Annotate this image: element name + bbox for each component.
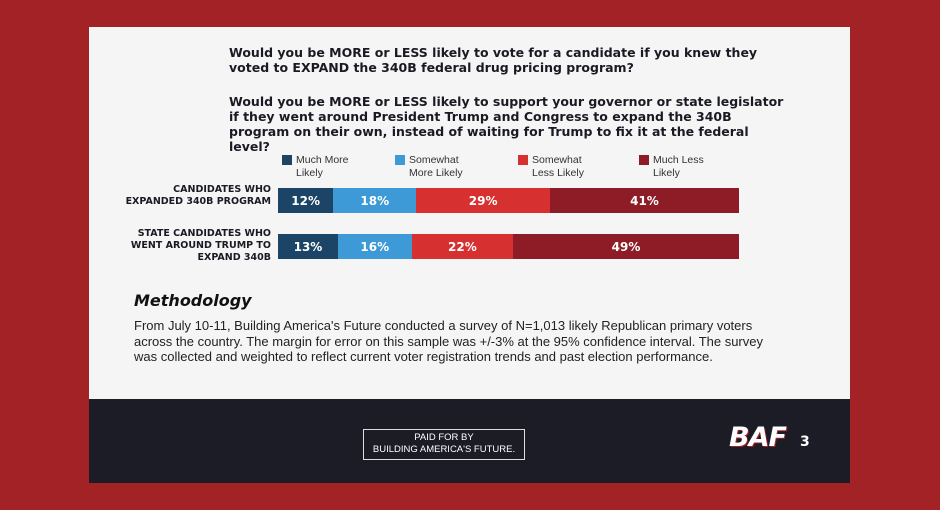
- legend-label: Much Less Likely: [653, 154, 704, 179]
- data-label: 41%: [630, 193, 659, 208]
- footer: PAID FOR BY BUILDING AMERICA'S FUTURE. B…: [89, 399, 850, 483]
- question-2: Would you be MORE or LESS likely to supp…: [229, 94, 784, 154]
- bar-segment-much-more-likely: 12%: [278, 188, 334, 213]
- slide: Would you be MORE or LESS likely to vote…: [89, 27, 850, 483]
- legend-swatch: [639, 155, 649, 165]
- stacked-bar-1: 12% 18% 29% 41%: [278, 188, 739, 213]
- bar-segment-much-more-likely: 13%: [278, 234, 338, 259]
- bar-segment-much-less-likely: 41%: [549, 188, 739, 213]
- bar-segment-much-less-likely: 49%: [513, 234, 739, 259]
- row-label-2: STATE CANDIDATES WHO WENT AROUND TRUMP T…: [130, 228, 271, 263]
- paid-for-by-box: PAID FOR BY BUILDING AMERICA'S FUTURE.: [363, 429, 525, 460]
- baf-logo: BAF: [729, 422, 787, 453]
- legend-swatch: [518, 155, 528, 165]
- data-label: 29%: [468, 193, 498, 208]
- paid-for-by-line-2: BUILDING AMERICA'S FUTURE.: [372, 444, 516, 455]
- question-1: Would you be MORE or LESS likely to vote…: [229, 45, 758, 75]
- legend-label: Much More Likely: [296, 154, 349, 179]
- stacked-bar-2: 13% 16% 22% 49%: [278, 234, 739, 259]
- legend-item-much-more-likely: Much More Likely: [282, 154, 366, 180]
- legend-label: Somewhat Less Likely: [532, 154, 584, 179]
- legend-label: Somewhat More Likely: [409, 154, 463, 179]
- data-label: 22%: [448, 239, 477, 254]
- bar-segment-somewhat-more-likely: 16%: [337, 234, 412, 259]
- page-number: 3: [800, 434, 810, 450]
- bar-segment-somewhat-less-likely: 22%: [411, 234, 514, 259]
- legend-item-somewhat-more-likely: Somewhat More Likely: [395, 154, 479, 180]
- data-label: 12%: [291, 193, 321, 208]
- legend-swatch: [395, 155, 405, 165]
- legend-swatch: [282, 155, 292, 165]
- data-label: 13%: [293, 239, 323, 254]
- bar-segment-somewhat-less-likely: 29%: [416, 188, 550, 213]
- legend-item-much-less-likely: Much Less Likely: [639, 154, 723, 180]
- bar-segment-somewhat-more-likely: 18%: [333, 188, 417, 213]
- data-label: 18%: [360, 193, 390, 208]
- data-label: 49%: [611, 239, 641, 254]
- paid-for-by-line-1: PAID FOR BY: [414, 432, 474, 443]
- methodology-body: From July 10-11, Building America's Futu…: [134, 318, 763, 364]
- legend-item-somewhat-less-likely: Somewhat Less Likely: [518, 154, 602, 180]
- methodology-title: Methodology: [134, 291, 252, 310]
- row-label-1: CANDIDATES WHO EXPANDED 340B PROGRAM: [125, 184, 271, 207]
- data-label: 16%: [360, 239, 390, 254]
